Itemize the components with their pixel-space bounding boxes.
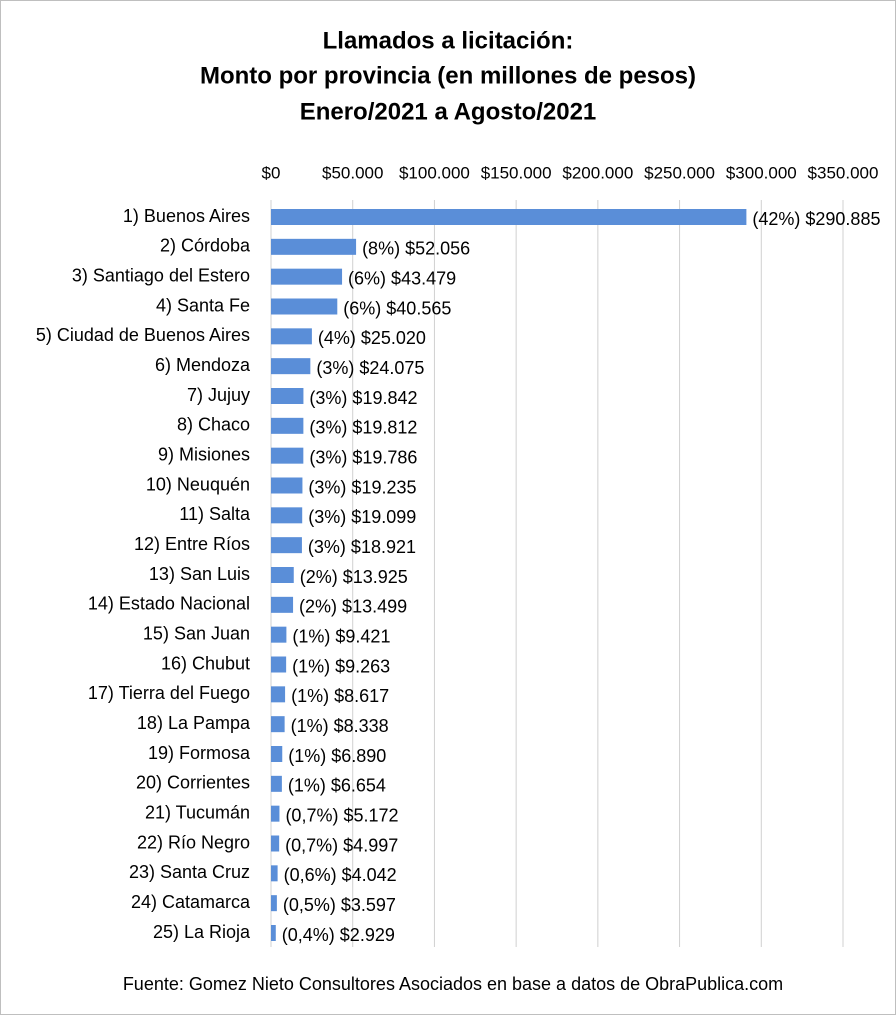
y-tick-label: 25) La Rioja	[153, 922, 251, 942]
data-label: (3%) $18.921	[308, 537, 416, 557]
data-label: (1%) $9.421	[292, 626, 390, 646]
bar	[271, 507, 303, 524]
bar	[271, 716, 285, 733]
data-label: (0,6%) $4.042	[284, 865, 397, 885]
y-tick-label: 13) San Luis	[149, 564, 250, 584]
data-label: (0,5%) $3.597	[283, 895, 396, 915]
data-label: (1%) $9.263	[292, 656, 390, 676]
bar	[271, 567, 294, 583]
y-tick-label: 12) Entre Ríos	[134, 534, 250, 554]
y-tick-label: 15) San Juan	[143, 623, 250, 643]
data-label: (0,7%) $5.172	[285, 805, 398, 825]
bar	[271, 835, 280, 852]
x-tick-label: $0	[262, 163, 281, 182]
data-label: (2%) $13.499	[299, 597, 407, 617]
y-tick-label: 23) Santa Cruz	[129, 862, 250, 882]
y-tick-label: 4) Santa Fe	[156, 295, 250, 315]
chart-title: Llamados a licitación:	[323, 27, 574, 54]
bar	[271, 328, 312, 345]
y-tick-label: 19) Formosa	[148, 743, 251, 763]
data-label: (3%) $19.099	[308, 507, 416, 527]
bar	[271, 895, 277, 912]
y-tick-label: 21) Tucumán	[145, 802, 250, 822]
data-label: (3%) $19.842	[309, 388, 417, 408]
bar	[271, 686, 286, 703]
data-label: (3%) $19.812	[309, 418, 417, 438]
y-tick-label: 6) Mendoza	[155, 355, 251, 375]
y-tick-label: 8) Chaco	[177, 415, 250, 435]
bar	[271, 388, 304, 404]
bar	[271, 447, 304, 464]
data-label: (1%) $8.617	[291, 686, 389, 706]
bar	[271, 537, 302, 554]
bar	[271, 238, 357, 255]
data-label: (3%) $19.235	[308, 477, 416, 497]
x-tick-label: $100.000	[399, 163, 470, 182]
bar	[271, 746, 283, 762]
y-tick-label: 16) Chubut	[161, 653, 250, 673]
x-tick-label: $350.000	[808, 163, 879, 182]
y-tick-label: 11) Salta	[179, 504, 251, 524]
bar	[271, 358, 311, 375]
x-tick-label: $50.000	[322, 163, 383, 182]
x-tick-label: $200.000	[562, 163, 633, 182]
data-label: (6%) $43.479	[348, 268, 456, 288]
bar	[271, 298, 338, 315]
bar	[271, 417, 304, 434]
data-label: (0,7%) $4.997	[285, 835, 398, 855]
bar	[271, 268, 343, 285]
bar	[271, 865, 278, 882]
chart-title: Monto por provincia (en millones de peso…	[200, 62, 696, 89]
bar	[271, 925, 276, 941]
y-tick-label: 20) Corrientes	[136, 773, 250, 793]
y-tick-label: 14) Estado Nacional	[88, 594, 250, 614]
data-label: (1%) $8.338	[291, 716, 389, 736]
y-tick-label: 3) Santiago del Estero	[72, 265, 250, 285]
y-tick-label: 2) Córdoba	[160, 236, 251, 256]
data-label: (1%) $6.654	[288, 776, 386, 796]
bar	[271, 596, 294, 613]
y-tick-label: 7) Jujuy	[187, 385, 250, 405]
x-tick-label: $300.000	[726, 163, 797, 182]
y-tick-label: 10) Neuquén	[146, 474, 250, 494]
data-label: (2%) $13.925	[300, 567, 408, 587]
bar	[271, 626, 287, 643]
y-tick-label: 5) Ciudad de Buenos Aires	[36, 325, 250, 345]
y-tick-label: 17) Tierra del Fuego	[88, 683, 250, 703]
y-tick-label: 1) Buenos Aires	[123, 206, 250, 226]
bar	[271, 656, 287, 673]
y-tick-label: 22) Río Negro	[137, 832, 250, 852]
chart-title: Enero/2021 a Agosto/2021	[300, 98, 597, 125]
source-note: Fuente: Gomez Nieto Consultores Asociado…	[123, 974, 783, 994]
y-tick-label: 24) Catamarca	[131, 892, 251, 912]
data-label: (1%) $6.890	[288, 746, 386, 766]
data-label: (6%) $40.565	[343, 298, 451, 318]
y-tick-label: 9) Misiones	[158, 444, 250, 464]
data-label: (0,4%) $2.929	[282, 925, 395, 945]
bar	[271, 477, 303, 494]
bar	[271, 805, 280, 822]
data-label: (4%) $25.020	[318, 328, 426, 348]
bar	[271, 209, 747, 225]
y-tick-label: 18) La Pampa	[137, 713, 251, 733]
data-label: (8%) $52.056	[362, 239, 470, 259]
data-label: (3%) $19.786	[309, 447, 417, 467]
data-label: (3%) $24.075	[316, 358, 424, 378]
data-label: (42%) $290.885	[752, 209, 880, 229]
bar	[271, 775, 282, 792]
x-tick-label: $250.000	[644, 163, 715, 182]
x-tick-label: $150.000	[481, 163, 552, 182]
